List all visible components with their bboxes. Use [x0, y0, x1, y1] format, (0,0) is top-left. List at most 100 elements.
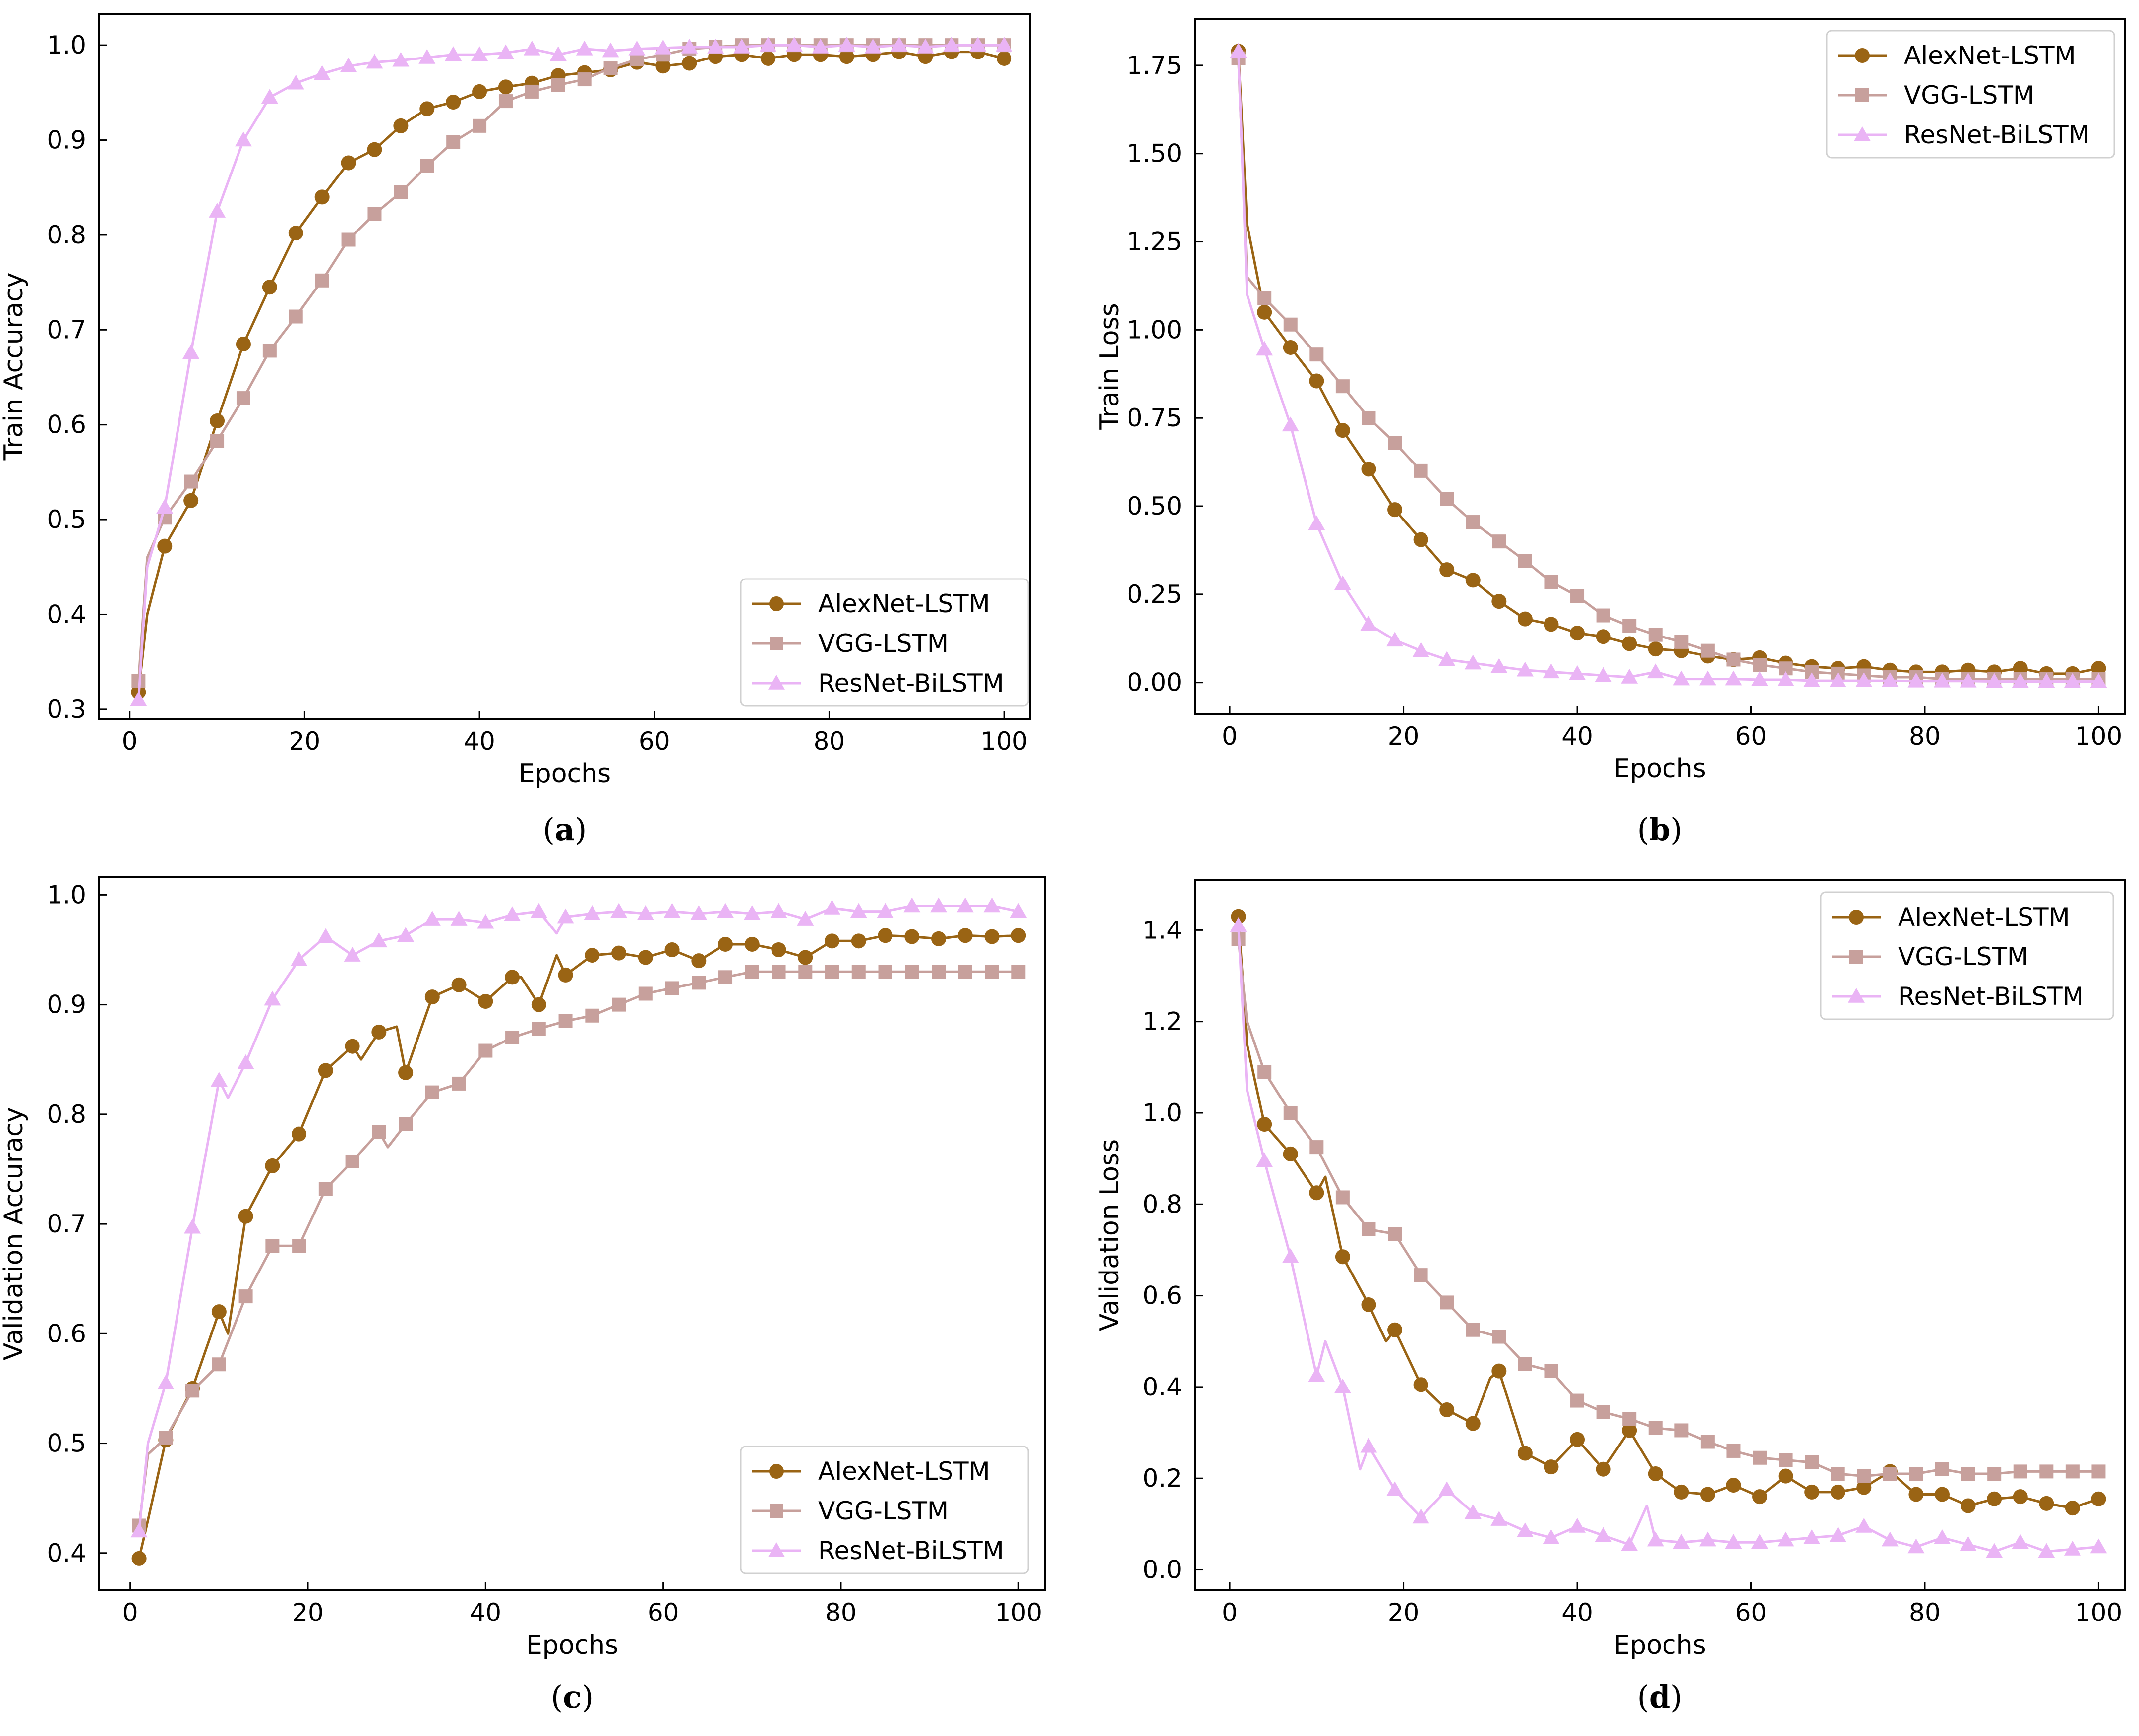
data-point — [1725, 670, 1742, 686]
data-point — [392, 52, 410, 67]
y-tick-label: 0.8 — [1142, 1190, 1182, 1218]
data-point — [690, 905, 708, 920]
data-point — [418, 49, 436, 64]
data-point — [665, 981, 679, 995]
data-point — [525, 84, 539, 99]
data-point — [1570, 1393, 1585, 1408]
data-point — [130, 1522, 148, 1538]
data-point — [718, 970, 733, 984]
data-point — [472, 84, 487, 99]
data-point — [931, 931, 947, 946]
data-point — [1647, 1531, 1664, 1547]
data-point — [446, 135, 461, 149]
data-point — [1464, 654, 1482, 670]
data-point — [1490, 658, 1508, 673]
legend-label: AlexNet-LSTM — [1904, 41, 2076, 70]
y-tick-label: 0.4 — [47, 600, 86, 629]
data-point — [1516, 661, 1534, 677]
data-point — [1440, 1295, 1454, 1310]
data-point — [612, 997, 626, 1012]
data-point — [1543, 663, 1560, 679]
legend-label: ResNet-BiLSTM — [818, 669, 1004, 697]
data-point — [717, 903, 734, 918]
data-point — [1855, 1517, 1873, 1533]
data-point — [1011, 928, 1026, 943]
data-point — [603, 61, 618, 75]
data-point — [1777, 671, 1794, 686]
data-point — [1674, 1423, 1689, 1438]
legend-marker — [1854, 126, 1871, 141]
data-point — [1935, 1487, 1950, 1502]
data-point — [733, 38, 751, 54]
data-point — [238, 1289, 253, 1304]
data-point — [1648, 1421, 1663, 1435]
x-tick-label: 40 — [1561, 722, 1593, 751]
data-point — [505, 970, 520, 985]
data-point — [2038, 1543, 2055, 1558]
data-point — [183, 493, 199, 508]
data-point — [1360, 1438, 1377, 1453]
data-point — [1387, 1322, 1403, 1337]
data-point — [1256, 341, 1273, 356]
data-point — [1621, 1536, 1638, 1551]
data-point — [473, 118, 487, 133]
data-point — [1335, 379, 1350, 394]
data-point — [718, 936, 733, 952]
data-point — [1283, 340, 1298, 355]
data-point — [1804, 1484, 1820, 1500]
data-point — [212, 1357, 226, 1372]
data-point — [1855, 672, 1873, 687]
data-point — [1334, 1378, 1351, 1393]
data-point — [341, 155, 356, 171]
chart-panel-a: 0 20 40 60 80 100 0.3 0.4 0.5 0.6 0.7 0.8 0.9 1.0 Epoc… — [0, 13, 1031, 848]
data-point — [1779, 1453, 1793, 1467]
data-point — [210, 434, 225, 448]
legend: AlexNet-LSTM VGG-LSTM ResNet-BiLSTM — [1826, 30, 2115, 159]
data-point — [850, 903, 867, 918]
data-point — [424, 989, 440, 1005]
x-tick-label: 40 — [1561, 1598, 1593, 1627]
x-tick-label: 100 — [2075, 1598, 2122, 1627]
data-point — [2064, 673, 2081, 688]
data-point — [771, 942, 786, 958]
data-point — [2039, 1464, 2054, 1479]
y-tick-label: 0.9 — [47, 990, 86, 1019]
data-point — [760, 51, 775, 66]
legend-box — [740, 578, 1029, 707]
data-point — [1648, 641, 1663, 657]
data-point — [1440, 492, 1454, 506]
data-point — [958, 965, 972, 979]
y-tick-label: 0.6 — [47, 410, 86, 439]
legend-box — [1826, 30, 2115, 159]
data-point — [131, 1551, 147, 1566]
y-tick-label: 0.50 — [1127, 492, 1182, 521]
data-point — [2091, 1464, 2106, 1479]
data-point — [264, 990, 281, 1006]
legend-marker — [768, 675, 785, 690]
data-point — [419, 101, 435, 116]
y-tick-label: 0.5 — [47, 505, 86, 534]
x-tick-label: 60 — [1735, 722, 1767, 751]
x-tick-label: 0 — [122, 1598, 138, 1627]
data-point — [1386, 1481, 1404, 1497]
data-point — [956, 897, 974, 913]
x-tick-label: 0 — [122, 727, 138, 755]
data-point — [236, 337, 251, 352]
data-point — [1309, 1185, 1324, 1201]
legend-marker — [1849, 910, 1864, 925]
data-point — [798, 965, 813, 979]
x-tick-label: 80 — [825, 1598, 857, 1627]
data-point — [1622, 1423, 1637, 1438]
data-point — [394, 185, 408, 199]
x-tick-label: 60 — [1735, 1598, 1767, 1627]
data-point — [2039, 1496, 2054, 1511]
data-point — [1803, 1529, 1821, 1544]
panel-caption: (c) — [551, 1679, 594, 1715]
data-point — [2038, 673, 2055, 688]
data-point — [340, 58, 357, 73]
legend-label: AlexNet-LSTM — [818, 1457, 990, 1486]
data-point — [1257, 304, 1272, 320]
data-point — [498, 94, 513, 109]
data-point — [292, 1239, 306, 1253]
data-point — [451, 977, 467, 992]
